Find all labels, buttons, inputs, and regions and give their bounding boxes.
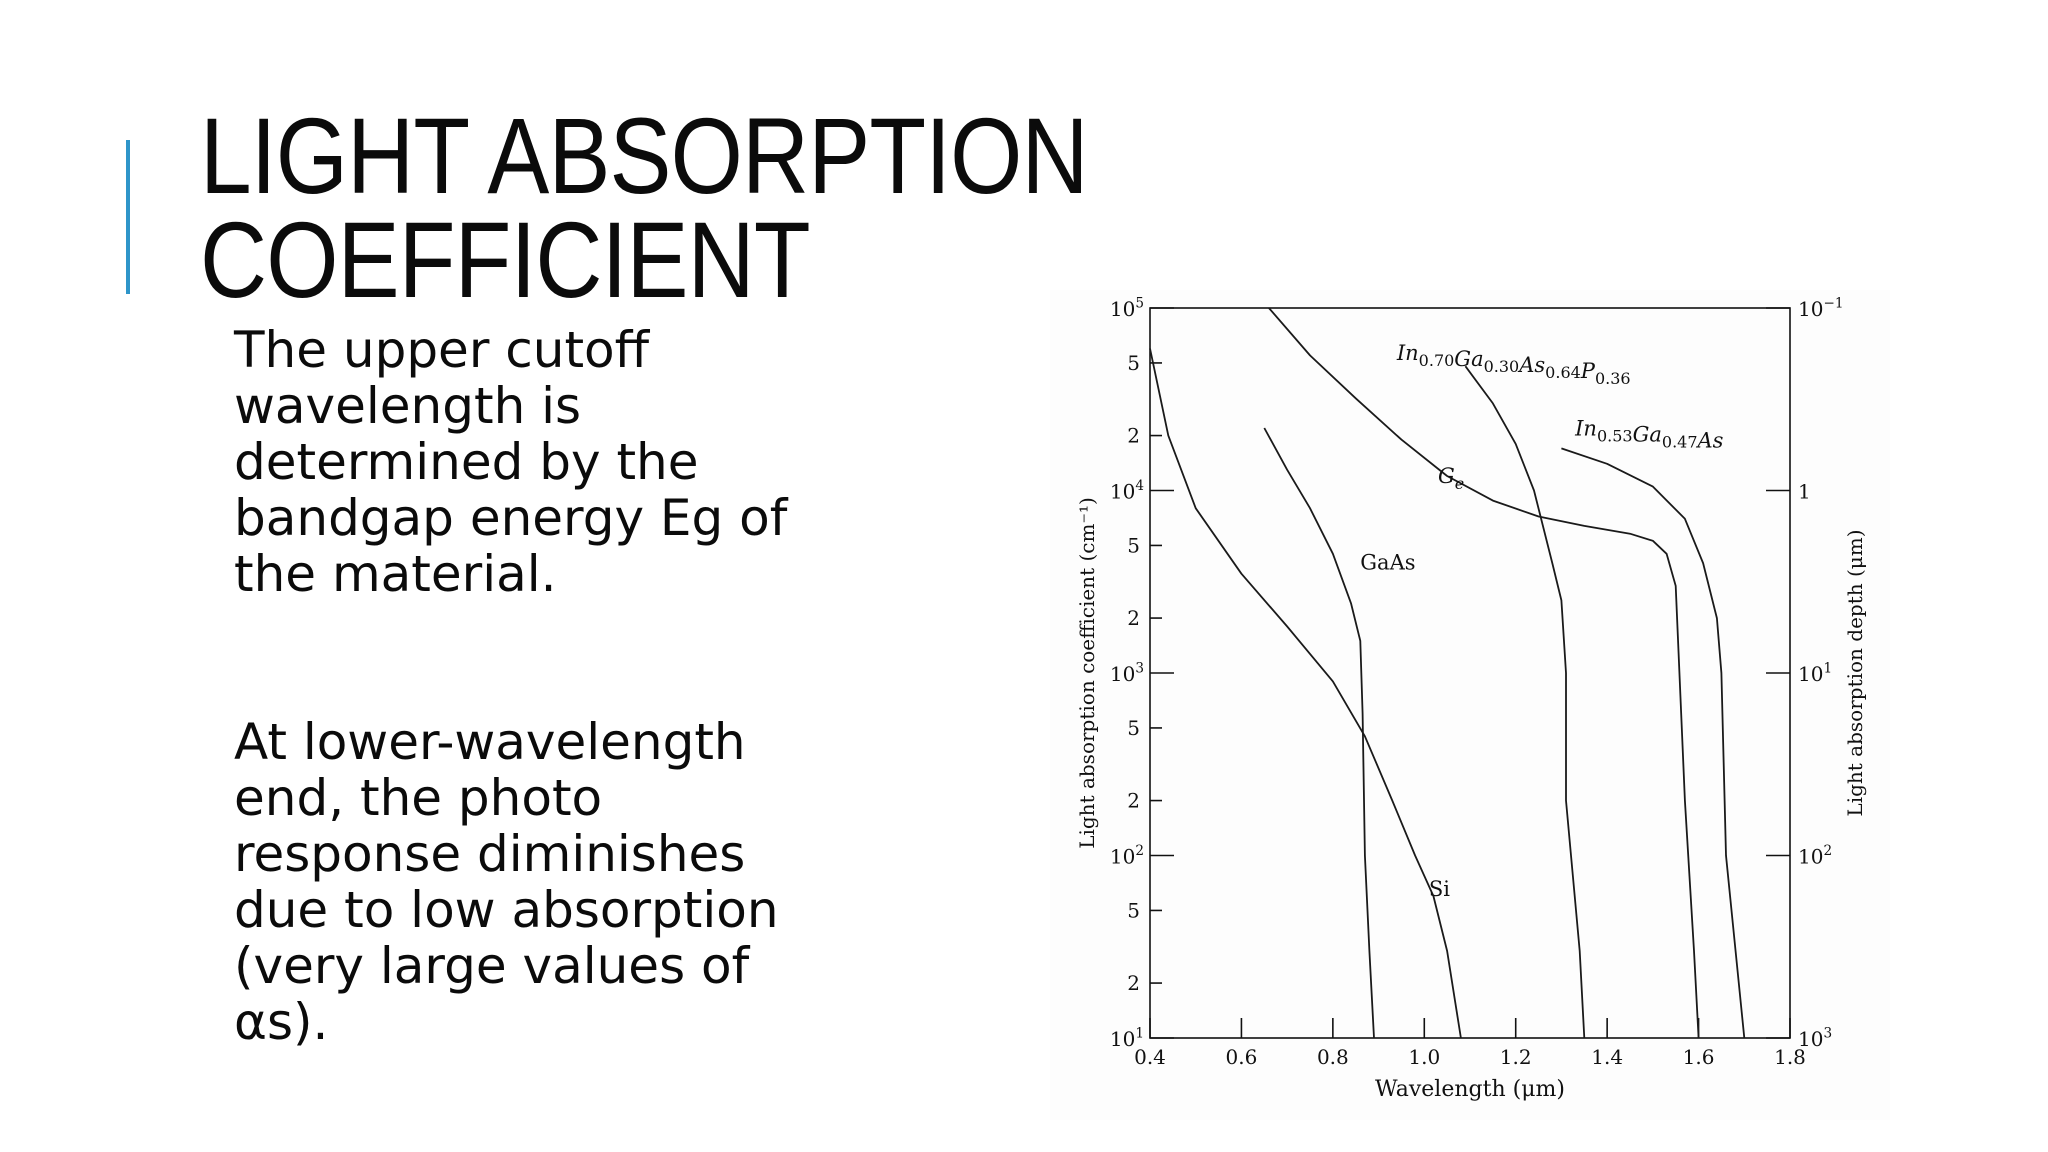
x-tick-label: 1.8: [1774, 1045, 1806, 1069]
slide-title-line-2: COEFFICIENT: [200, 199, 811, 320]
slide-title-line-1: LIGHT ABSORPTION: [200, 95, 1089, 216]
data-curves: [1149, 307, 1746, 1039]
absorption-chart: 0.4 0.6 0.8 1.0 1.2 1.4 1.6 1.8 101 102 103 104 105 2…: [1050, 290, 1890, 1120]
y2-axis-title: Light absorption depth (μm): [1843, 529, 1867, 816]
series-line-in0-53ga0-47as: [1561, 447, 1746, 1039]
axis-labels: 0.4 0.6 0.8 1.0 1.2 1.4 1.6 1.8 101 102 103 104 105 2…: [1110, 296, 1844, 1069]
x-axis-title: Wavelength (μm): [1375, 1077, 1565, 1102]
y-axis-title: Light absorption coefficient (cm⁻¹): [1075, 497, 1099, 849]
body-paragraph-absorption: At lower-wavelength end, the photo respo…: [234, 713, 779, 1051]
y-decade-label: 101: [1110, 1026, 1144, 1051]
y-decade-label: 103: [1110, 661, 1144, 686]
series-label: Ge: [1438, 464, 1464, 493]
x-tick-label: 0.8: [1317, 1045, 1349, 1069]
series-line-in0-70ga0-30as0-64p0-36: [1464, 365, 1586, 1039]
slide-title: LIGHT ABSORPTION COEFFICIENT: [200, 95, 1089, 320]
y-minor-label: 5: [1127, 898, 1140, 922]
x-tick-label: 1.4: [1591, 1045, 1623, 1069]
body-paragraph-cutoff: The upper cutoff wavelength is determine…: [234, 321, 788, 603]
y-decade-label: 102: [1110, 843, 1144, 868]
x-tick-label: 1.0: [1408, 1045, 1440, 1069]
y2-tick-label: 103: [1798, 1026, 1832, 1051]
y-minor-label: 5: [1127, 533, 1140, 557]
series-label: GaAs: [1360, 550, 1415, 574]
series-label: In0.70Ga0.30As0.64P0.36: [1396, 341, 1631, 388]
y2-tick-label: 101: [1798, 661, 1832, 686]
y2-tick-label: 1: [1798, 480, 1811, 504]
y2-tick-label: 10−1: [1798, 296, 1844, 321]
y-decade-label: 104: [1110, 478, 1144, 503]
y-minor-label: 2: [1127, 424, 1140, 448]
y-minor-label: 5: [1127, 716, 1140, 740]
y-decade-label: 105: [1110, 296, 1144, 321]
x-tick-label: 1.6: [1683, 1045, 1715, 1069]
series-line-si: [1149, 348, 1462, 1039]
plot-frame: [1149, 307, 1791, 1039]
x-tick-label: 0.4: [1134, 1045, 1166, 1069]
axis-ticks: [1149, 307, 1791, 1039]
y-minor-label: 2: [1127, 789, 1140, 813]
x-tick-label: 0.6: [1226, 1045, 1258, 1069]
series-line-gaas: [1263, 427, 1375, 1039]
y-minor-label: 2: [1127, 971, 1140, 995]
y2-tick-label: 102: [1798, 843, 1832, 868]
y-minor-label: 5: [1127, 351, 1140, 375]
series-line-ge: [1268, 307, 1700, 1039]
absorption-chart-svg: 0.4 0.6 0.8 1.0 1.2 1.4 1.6 1.8 101 102 103 104 105 2…: [1075, 296, 1867, 1102]
series-label: In0.53Ga0.47As: [1574, 417, 1724, 453]
x-tick-label: 1.2: [1500, 1045, 1532, 1069]
series-label: Si: [1429, 877, 1450, 901]
y-minor-label: 2: [1127, 606, 1140, 630]
title-accent-bar: [126, 140, 130, 294]
